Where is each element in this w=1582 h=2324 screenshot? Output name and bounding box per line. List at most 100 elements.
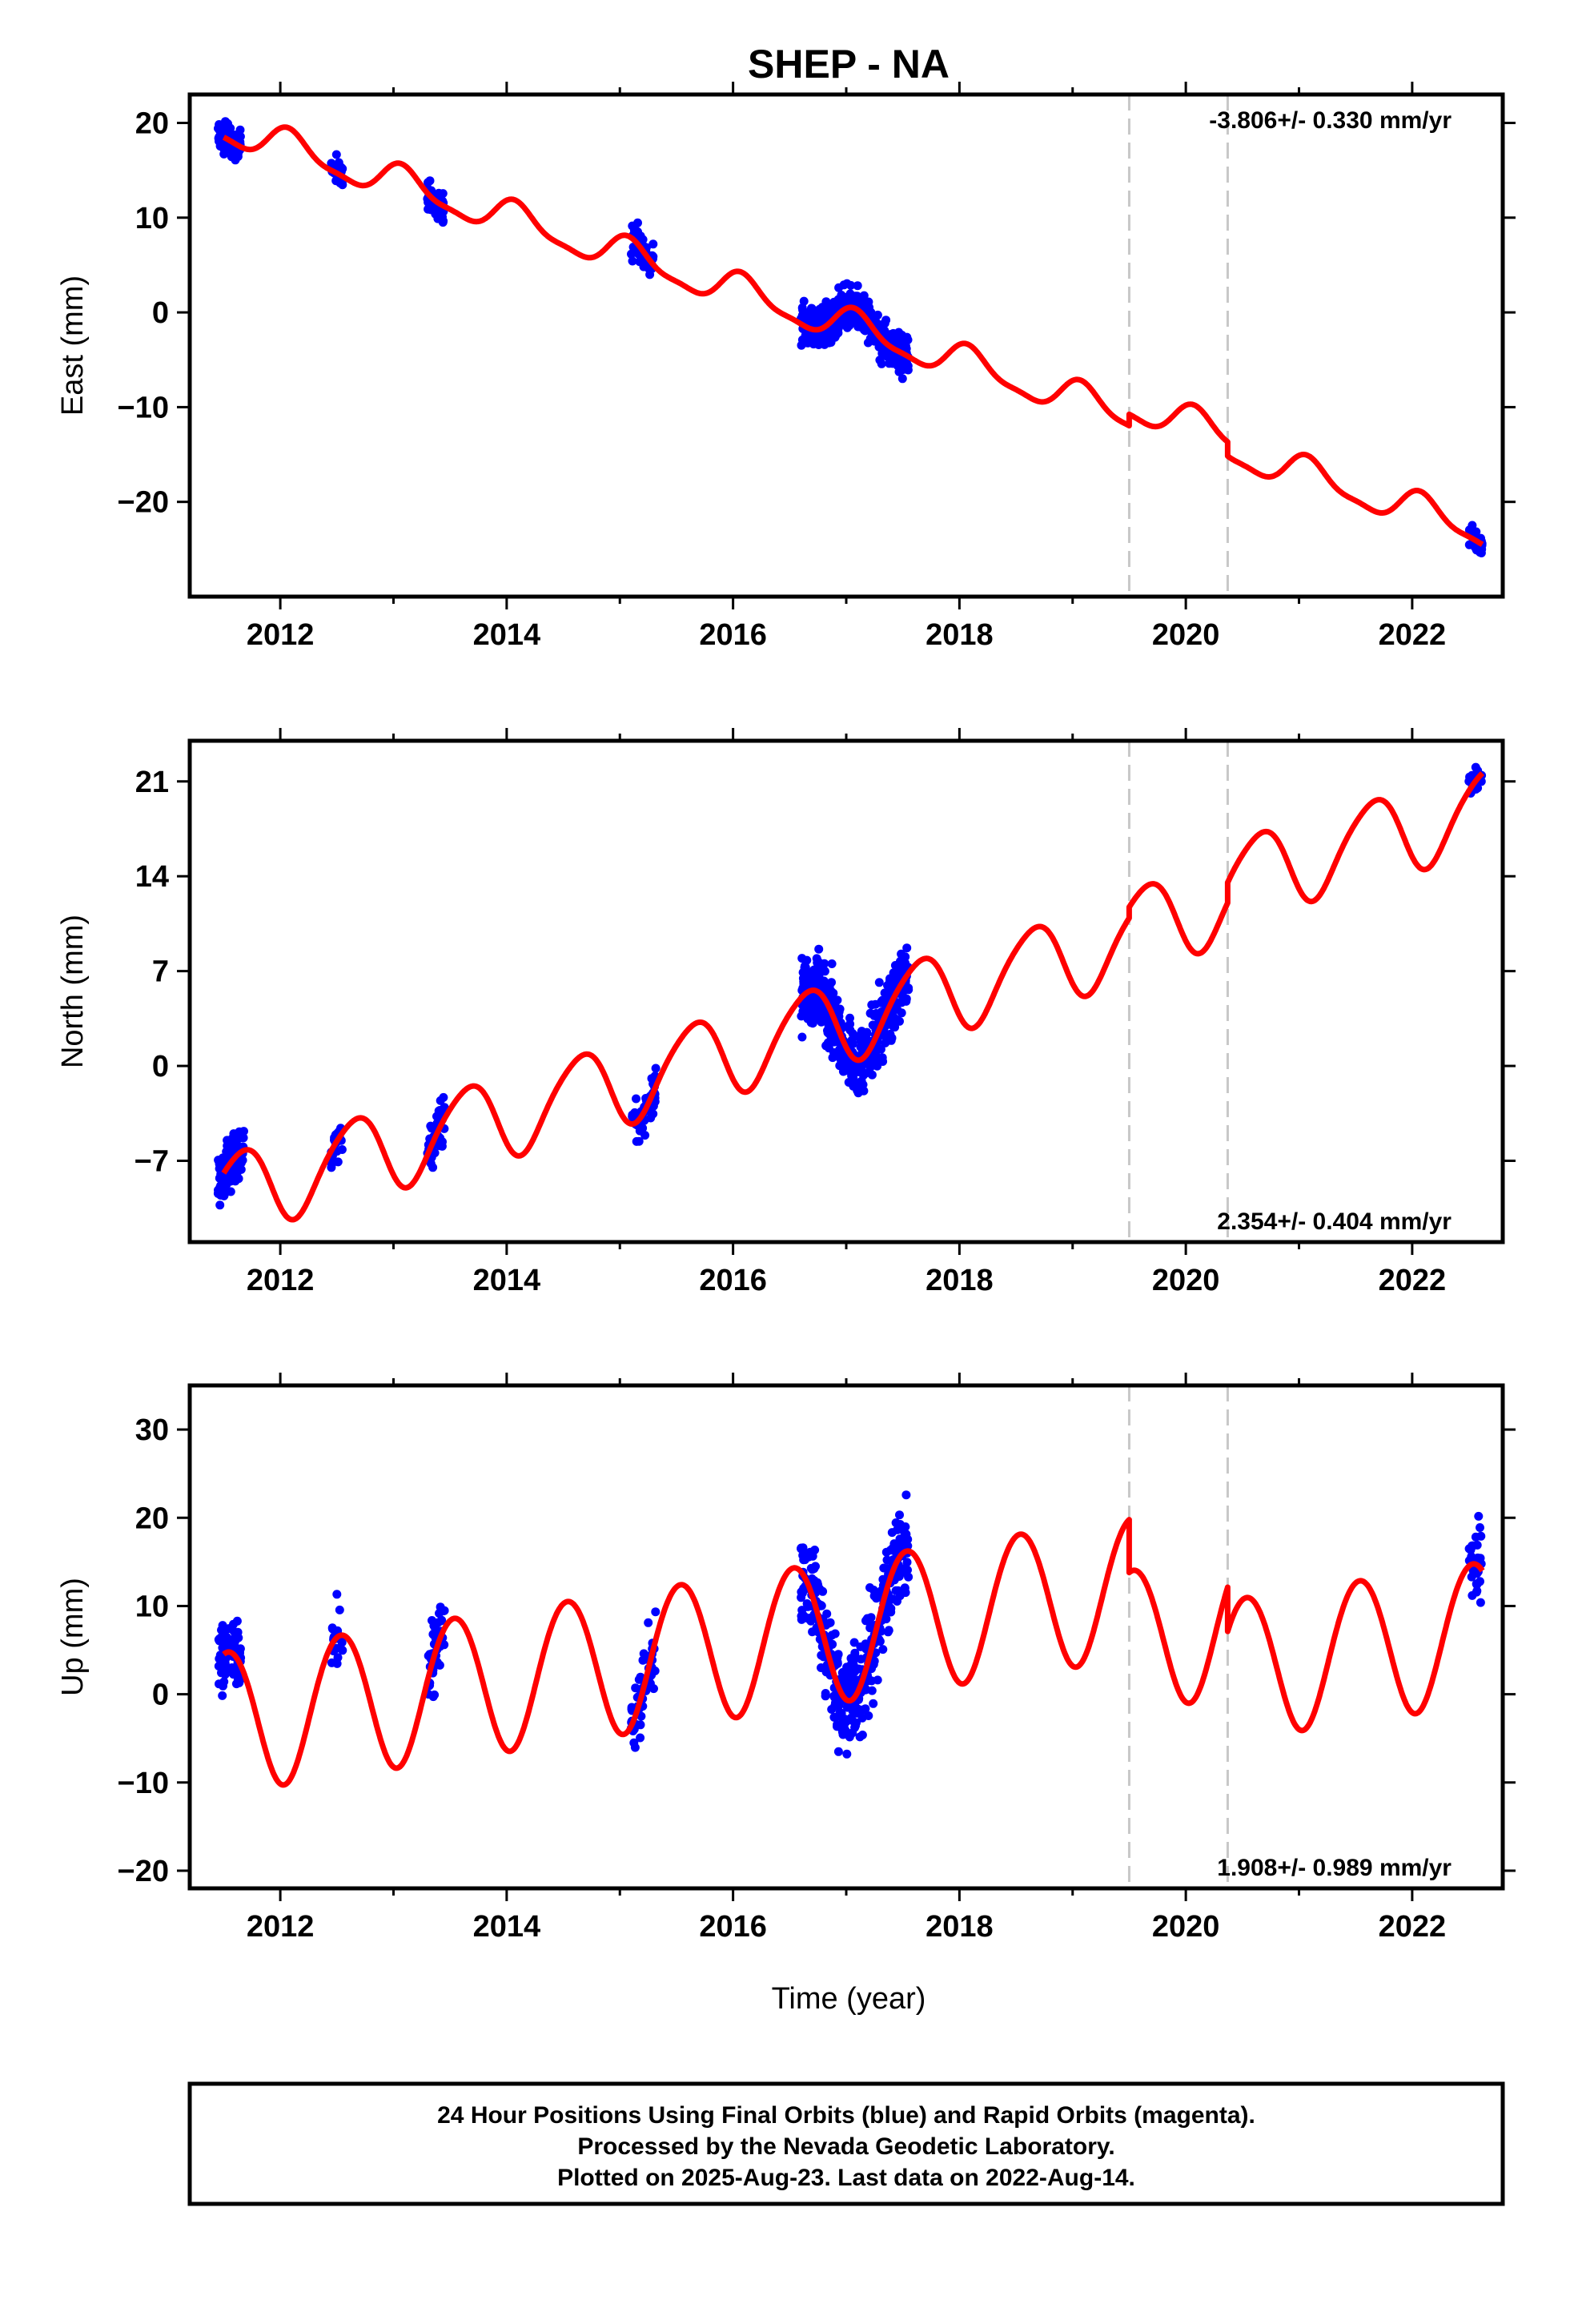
data-point xyxy=(857,1705,867,1715)
up-y-tick-label: −10 xyxy=(118,1767,169,1800)
data-point xyxy=(901,1522,910,1531)
data-point xyxy=(333,1157,343,1167)
up-frame xyxy=(187,1383,1505,1891)
data-point xyxy=(829,1712,839,1722)
data-point xyxy=(439,1092,448,1102)
data-point xyxy=(809,965,819,975)
data-point xyxy=(222,1642,231,1652)
north-panel: 2012 2014 2016 2018 2020 2022 21 14 7 0 −7 North (m… xyxy=(56,728,1516,1297)
data-point xyxy=(331,150,341,159)
data-point xyxy=(827,987,836,996)
data-point xyxy=(628,221,637,231)
data-point xyxy=(425,176,435,186)
data-point xyxy=(847,1654,857,1663)
data-point xyxy=(890,336,900,346)
data-point xyxy=(232,1168,242,1177)
up-x-tick-label: 2022 xyxy=(1379,1910,1447,1944)
up-x-tick-label: 2018 xyxy=(926,1910,994,1944)
data-point xyxy=(857,1713,867,1723)
data-point xyxy=(897,1008,906,1018)
east-x-tick-label: 2014 xyxy=(473,618,541,652)
chart-title: SHEP - NA xyxy=(748,42,950,86)
north-y-tick-label: 21 xyxy=(135,766,169,799)
data-point xyxy=(222,1153,231,1163)
data-point xyxy=(639,1649,648,1659)
east-x-tick-label: 2012 xyxy=(247,618,315,652)
north-x-tick-label: 2016 xyxy=(699,1264,767,1297)
data-point xyxy=(857,1731,867,1739)
north-y-tick-label: 14 xyxy=(135,860,169,894)
data-point xyxy=(228,1637,238,1647)
data-point xyxy=(812,954,821,963)
data-point xyxy=(845,1019,855,1029)
up-y-axis-label: Up (mm) xyxy=(56,1578,90,1696)
up-x-tick-label: 2012 xyxy=(247,1910,315,1944)
data-point xyxy=(847,1035,857,1045)
data-point xyxy=(644,1618,653,1627)
data-point xyxy=(818,1586,828,1596)
data-point xyxy=(873,310,882,320)
data-point xyxy=(629,1738,639,1747)
data-point xyxy=(636,1711,646,1721)
data-point xyxy=(628,1112,637,1121)
data-point xyxy=(875,356,885,365)
data-point xyxy=(227,152,236,162)
data-point xyxy=(838,1675,848,1684)
up-panel: 2012 2014 2016 2018 2020 2022 30 20 10 0 −10 −20 Up … xyxy=(56,1373,1516,1944)
data-point xyxy=(821,1015,831,1025)
footer-line-1: 24 Hour Positions Using Final Orbits (bl… xyxy=(437,2102,1255,2129)
data-point xyxy=(847,1071,857,1080)
data-point xyxy=(651,1063,661,1073)
data-point xyxy=(1476,1531,1486,1541)
data-point xyxy=(1468,1590,1477,1600)
data-point xyxy=(901,1530,911,1539)
data-point xyxy=(802,955,812,965)
data-point xyxy=(897,998,906,1007)
data-point xyxy=(829,1691,838,1701)
data-point xyxy=(823,328,833,337)
data-point xyxy=(878,1057,888,1066)
east-data-points xyxy=(214,117,1487,557)
data-point xyxy=(858,1080,868,1089)
data-point xyxy=(802,331,812,340)
data-point xyxy=(884,1018,893,1027)
up-y-tick-label: 0 xyxy=(152,1679,169,1712)
north-y-tick-label: −7 xyxy=(135,1144,169,1178)
data-point xyxy=(628,256,637,266)
data-point xyxy=(889,1539,899,1549)
data-point xyxy=(876,1044,885,1054)
up-x-tick-label: 2016 xyxy=(699,1910,767,1944)
north-rate-label: 2.354+/- 0.404 mm/yr xyxy=(1217,1208,1452,1235)
north-x-tick-label: 2018 xyxy=(926,1264,994,1297)
east-y-tick-label: −10 xyxy=(118,391,169,424)
data-point xyxy=(833,1658,842,1667)
data-point xyxy=(224,1144,234,1154)
data-point xyxy=(893,1597,901,1606)
data-point xyxy=(891,1586,901,1595)
data-point xyxy=(1476,1598,1485,1607)
data-point xyxy=(852,1718,861,1727)
data-point xyxy=(799,296,809,306)
data-point xyxy=(220,1172,230,1182)
data-point xyxy=(853,1088,863,1098)
data-point xyxy=(220,1659,230,1668)
data-point xyxy=(651,1607,661,1617)
data-point xyxy=(827,1705,837,1714)
data-point xyxy=(864,297,873,307)
data-point xyxy=(235,1644,245,1654)
data-point xyxy=(1473,1554,1483,1563)
data-point xyxy=(433,214,443,223)
up-y-tick-label: −20 xyxy=(118,1855,169,1888)
data-point xyxy=(434,1106,444,1116)
data-point xyxy=(214,134,223,143)
data-point xyxy=(887,1528,897,1538)
north-x-tick-label: 2020 xyxy=(1152,1264,1220,1297)
footer-line-3: Plotted on 2025-Aug-23. Last data on 202… xyxy=(557,2165,1135,2191)
data-point xyxy=(845,320,854,330)
data-point xyxy=(214,1634,223,1644)
data-point xyxy=(332,1590,342,1599)
data-point xyxy=(866,308,876,317)
data-point xyxy=(862,1614,872,1623)
data-point xyxy=(862,1037,871,1047)
